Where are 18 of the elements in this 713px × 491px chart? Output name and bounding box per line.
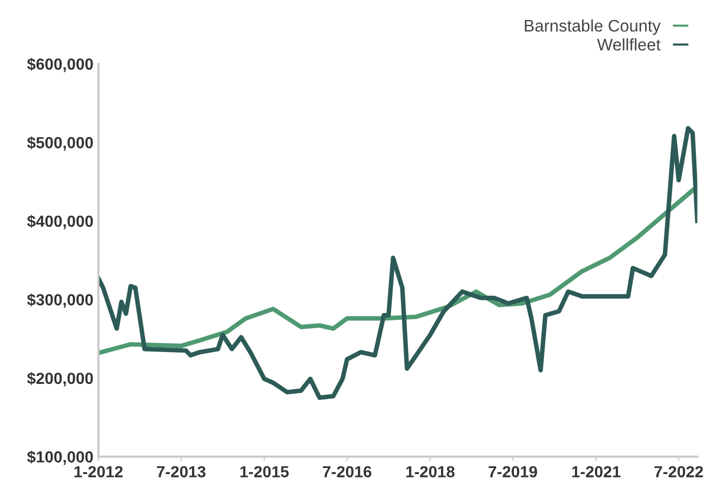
x-tick-label: 7-2022 (654, 466, 703, 478)
x-tick-label: 1-2015 (240, 466, 289, 478)
legend-label: Wellfleet (597, 38, 661, 51)
x-tick-label: 7-2019 (488, 466, 538, 478)
x-tick-label: 1-2012 (74, 466, 123, 478)
line-series (98, 126, 698, 400)
y-tick-label: $400,000 (27, 214, 93, 230)
legend-label: Barnstable County (524, 19, 661, 35)
y-tick-label: $600,000 (27, 58, 93, 72)
x-tick-label: 7-2013 (157, 466, 206, 478)
y-tick-label: $300,000 (27, 293, 93, 308)
x-tick-label: 1-2018 (406, 466, 455, 478)
y-tick-label: $200,000 (27, 372, 93, 386)
x-tick-label: 7-2016 (322, 466, 372, 478)
y-tick-label: $100,000 (27, 450, 93, 465)
line-series (98, 188, 695, 356)
y-tick-label: $500,000 (27, 136, 93, 151)
x-tick-label: 1-2021 (572, 466, 620, 478)
